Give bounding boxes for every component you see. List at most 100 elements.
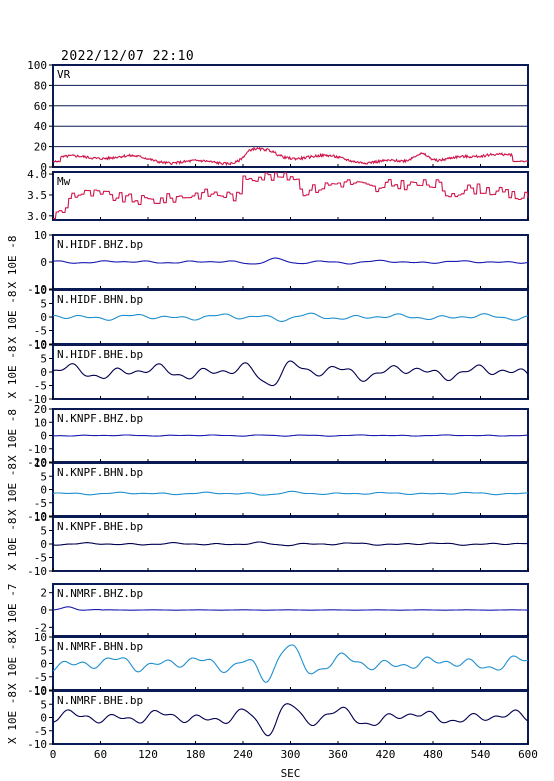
x-tick-label: 300 [281,748,301,761]
series-line [53,434,529,437]
panel-label: N.KNPF.BHN.bp [57,466,143,479]
y-tick-label: 10 [34,339,47,352]
series-line [52,490,528,496]
y-axis-label: X 10E -8 [6,346,19,399]
y-tick-label: 0 [40,311,47,324]
y-axis-label: X 10E -8 [6,518,19,571]
panel-label: N.KNPF.BHE.bp [57,520,143,533]
y-axis-label: X 10E -8 [6,637,19,690]
y-tick-label: 40 [34,120,47,133]
y-tick-label: 5 [40,470,47,483]
y-tick-label: 3.5 [27,189,47,202]
x-axis-label: SEC [281,767,301,780]
x-tick-label: 420 [376,748,396,761]
panel-label-bg [55,586,153,600]
y-axis-label: X 10E -8 [6,236,19,289]
y-tick-label: -5 [34,671,47,684]
y-tick-label: -10 [27,684,47,697]
y-tick-label: 10 [34,685,47,698]
series-line [52,644,529,683]
y-tick-label: 10 [34,511,47,524]
x-tick-label: 600 [518,748,538,761]
panel-label-bg [55,693,153,707]
y-tick-label: -5 [34,380,47,393]
panel-label: N.HIDF.BHZ.bp [57,238,143,251]
y-tick-label: 100 [27,59,47,72]
series-line [52,146,529,167]
x-tick-label: 180 [186,748,206,761]
y-tick-label: 2 [40,587,47,600]
y-tick-label: -10 [27,510,47,523]
panel-label: N.HIDF.BHE.bp [57,348,143,361]
panel-label-bg [55,347,153,361]
y-axis-label: X 10E -8 [6,691,19,744]
y-tick-label: -5 [34,325,47,338]
series-line [53,257,529,265]
panel-label: N.HIDF.BHN.bp [57,293,143,306]
series-line [53,172,529,220]
panel-label-bg [55,639,153,653]
panel-label-bg [55,411,153,425]
panel-label: N.NMRF.BHE.bp [57,694,143,707]
panel-label-bg [55,174,74,188]
y-tick-label: 0 [40,538,47,551]
y-tick-label: -10 [27,565,47,578]
y-tick-label: 0 [40,658,47,671]
panel-frame [52,64,529,168]
y-tick-label: -10 [27,338,47,351]
panel-label: N.NMRF.BHZ.bp [57,587,143,600]
x-tick-label: 60 [94,748,107,761]
panel-label: Mw [57,175,71,188]
y-tick-label: 60 [34,100,47,113]
panel-label-bg [55,237,153,251]
y-tick-label: -5 [34,725,47,738]
x-tick-label: 0 [50,748,57,761]
panel-label-bg [55,292,153,306]
panel-frame [52,171,529,221]
x-tick-label: 480 [423,748,443,761]
y-tick-label: 5 [40,298,47,311]
y-tick-label: 5 [40,698,47,711]
chart-title: 2022/12/07 22:10 [61,49,195,64]
series-line [52,703,529,737]
y-tick-label: -5 [34,552,47,565]
x-tick-label: 240 [233,748,253,761]
panel-label: N.KNPF.BHZ.bp [57,412,143,425]
panel-label: N.NMRF.BHN.bp [57,640,143,653]
y-tick-label: 0 [40,256,47,269]
y-tick-label: 20 [34,141,47,154]
y-tick-label: -5 [34,497,47,510]
series-line [53,312,529,322]
y-tick-label: 0 [40,366,47,379]
y-tick-label: 5 [40,353,47,366]
y-tick-label: 10 [34,284,47,297]
y-tick-label: 0 [40,430,47,443]
y-tick-label: -10 [27,443,47,456]
y-tick-label: 10 [34,457,47,470]
y-tick-label: -20 [27,456,47,469]
panel-label-bg [55,465,153,479]
y-tick-label: 10 [34,416,47,429]
panel-label-bg [55,67,74,81]
y-axis-label: X 10E -8 [6,409,19,462]
y-tick-label: -10 [27,283,47,296]
x-tick-label: 120 [138,748,158,761]
y-tick-label: 0 [40,604,47,617]
y-tick-label: 20 [34,403,47,416]
y-tick-label: 5 [40,644,47,657]
y-tick-label: 5 [40,525,47,538]
panel-label-bg [55,519,153,533]
y-axis-label: X 10E -8 [6,291,19,344]
y-tick-label: 80 [34,79,47,92]
y-tick-label: 4.0 [27,168,47,181]
series-line [52,541,529,547]
series-line [53,606,528,611]
y-tick-label: 3.0 [27,210,47,223]
y-axis-label: X 10E -7 [6,584,19,637]
y-tick-label: -2 [34,621,47,634]
panel-label: VR [57,68,71,81]
x-tick-label: 540 [471,748,491,761]
y-axis-label: X 10E -8 [6,463,19,516]
y-tick-label: 10 [34,631,47,644]
